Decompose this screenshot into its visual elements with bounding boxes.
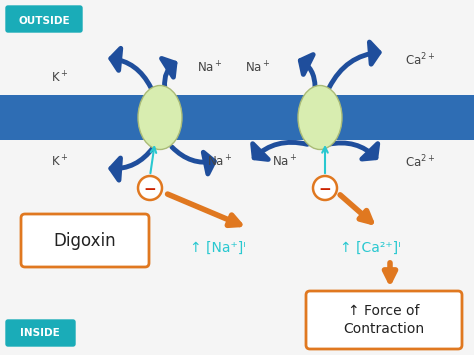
Text: Ca$^{2+}$: Ca$^{2+}$ (405, 154, 435, 170)
Circle shape (138, 176, 162, 200)
Text: K$^+$: K$^+$ (51, 70, 69, 86)
Text: Na$^+$: Na$^+$ (272, 154, 298, 170)
Text: ↑ Force of
Contraction: ↑ Force of Contraction (344, 304, 425, 336)
FancyBboxPatch shape (6, 320, 75, 346)
Ellipse shape (138, 86, 182, 149)
Text: −: − (144, 181, 156, 197)
FancyBboxPatch shape (306, 291, 462, 349)
Circle shape (313, 176, 337, 200)
Ellipse shape (298, 86, 342, 149)
Text: −: − (319, 181, 331, 197)
Text: INSIDE: INSIDE (20, 328, 60, 338)
Text: ↑ [Na⁺]ᴵ: ↑ [Na⁺]ᴵ (190, 241, 246, 255)
Text: Na$^+$: Na$^+$ (207, 154, 233, 170)
Text: K$^+$: K$^+$ (51, 154, 69, 170)
FancyBboxPatch shape (6, 6, 82, 32)
Text: ↑ [Ca²⁺]ᴵ: ↑ [Ca²⁺]ᴵ (340, 241, 401, 255)
Text: Digoxin: Digoxin (54, 231, 116, 250)
Text: Na$^+$: Na$^+$ (197, 60, 223, 76)
Text: Ca$^{2+}$: Ca$^{2+}$ (405, 52, 435, 68)
FancyBboxPatch shape (21, 214, 149, 267)
Text: OUTSIDE: OUTSIDE (18, 16, 70, 26)
Bar (0, 95, 474, 140)
Text: Na$^+$: Na$^+$ (245, 60, 271, 76)
